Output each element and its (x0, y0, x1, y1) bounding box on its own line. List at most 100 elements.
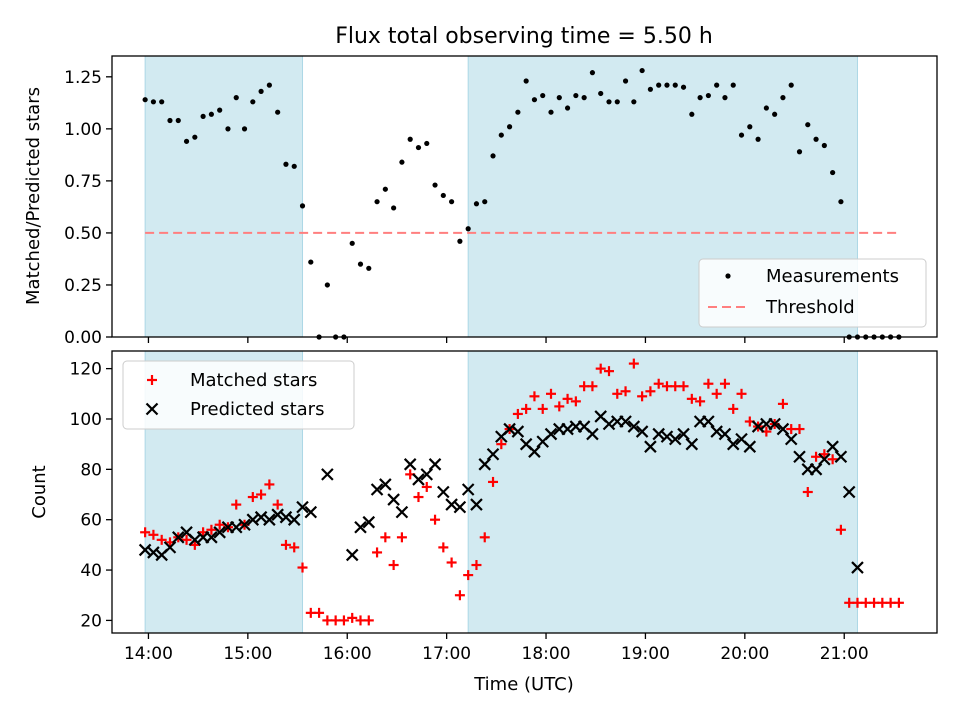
top-y-tick-label: 1.00 (64, 120, 102, 140)
matched-star-point (620, 386, 631, 397)
predicted-star-point (776, 422, 790, 436)
predicted-star-point (826, 440, 839, 453)
predicted-star-point (279, 510, 293, 524)
matched-star-point (686, 393, 697, 404)
measurement-point (266, 82, 272, 88)
measurement-point (399, 159, 405, 165)
matched-star-point (529, 391, 540, 402)
predicted-star-point (710, 425, 723, 438)
bottom-y-tick-label: 60 (80, 511, 102, 531)
matched-star-point (148, 529, 159, 540)
top-legend-box (698, 258, 927, 328)
measurement-point (357, 261, 364, 267)
measurement-point (813, 136, 819, 142)
measurement-point (432, 182, 438, 188)
bottom-axes: 20 40 60 80 100 120 14:00 15:00 16:00 17:00 18:00 1… (70, 350, 938, 664)
matched-star-point (297, 562, 308, 573)
measurement-point (573, 92, 579, 99)
predicted-star-point (370, 483, 384, 496)
top-panel: 0.00 0.25 0.50 0.75 1.00 1.25 Matched/Predict… (23, 55, 938, 348)
matched-star-point (430, 514, 441, 525)
predicted-star-point (188, 533, 202, 547)
matched-star-point (628, 358, 639, 369)
predicted-star-point (205, 531, 218, 544)
predicted-star-point (453, 500, 467, 514)
matched-star-point (554, 401, 565, 412)
measurement-point (159, 99, 165, 105)
measurement-point (482, 199, 488, 205)
legend-measurements-marker (725, 273, 731, 279)
measurement-point (473, 201, 480, 207)
matched-star-point (637, 391, 648, 402)
matched-star-point (570, 396, 581, 407)
measurement-point (167, 117, 173, 124)
measurement-point (680, 84, 687, 90)
predicted-star-point (345, 548, 359, 562)
matched-star-point (338, 615, 349, 626)
matched-star-point (289, 542, 300, 553)
top-observing-spans (144, 55, 858, 338)
bottom-observing-span-2 (467, 350, 858, 634)
measurement-point (391, 205, 397, 211)
measurement-point (200, 113, 206, 119)
predicted-star-point (403, 458, 417, 471)
matched-star-point (272, 499, 283, 510)
matched-star-point (264, 479, 275, 490)
predicted-star-point (147, 546, 160, 559)
top-axes: 0.00 0.25 0.50 0.75 1.00 1.25 (64, 55, 938, 348)
measurement-point (796, 149, 803, 155)
measurement-point (821, 142, 827, 149)
measurement-point (755, 136, 761, 142)
measurement-point (689, 111, 695, 117)
predicted-star-point (395, 505, 409, 519)
bottom-y-tick-label: 40 (80, 561, 102, 581)
measurement-point (366, 265, 372, 271)
x-tick-label: 18:00 (522, 644, 571, 664)
matched-star-point (363, 615, 374, 626)
matched-star-point (711, 388, 722, 399)
top-axes-frame (111, 55, 938, 338)
matched-star-point (421, 481, 432, 492)
measurement-point (175, 117, 181, 124)
top-y-tick-label: 0.25 (64, 276, 102, 296)
predicted-star-point (437, 485, 450, 499)
predicted-star-point (296, 500, 309, 514)
bottom-legend: Matched stars Predicted stars (122, 360, 355, 430)
predicted-star-point (544, 427, 558, 441)
matched-star-point (678, 381, 689, 392)
matched-star-point (380, 532, 391, 543)
predicted-star-point (668, 432, 682, 446)
top-y-tick-label: 0.50 (64, 224, 102, 244)
matched-star-point (794, 424, 805, 435)
measurement-point (225, 126, 231, 132)
measurement-point (780, 95, 786, 101)
predicted-star-point (412, 473, 425, 486)
measurement-point (449, 199, 455, 205)
matched-star-point (827, 454, 838, 465)
matched-star-point (471, 560, 482, 571)
measurement-point (614, 99, 620, 105)
matched-star-point (214, 519, 225, 530)
matched-star-point (247, 492, 258, 503)
measurement-point (233, 95, 239, 101)
measurement-point (556, 95, 562, 101)
predicted-star-point (428, 458, 442, 471)
predicted-star-point (702, 415, 715, 428)
figure-title: Flux total observing time = 5.50 h (335, 24, 713, 49)
measurement-point (299, 203, 306, 209)
predicted-star-point (809, 463, 823, 476)
measurement-point (540, 92, 546, 99)
measurement-point (515, 109, 521, 115)
bottom-y-tick-label: 100 (70, 410, 102, 430)
measurement-point (664, 82, 670, 88)
measurement-point (531, 97, 538, 103)
matched-star-point (562, 393, 573, 404)
measurement-point (763, 105, 769, 111)
matched-star-point (537, 403, 548, 414)
legend-predicted-marker (145, 402, 159, 416)
matched-star-point (736, 388, 747, 399)
legend-predicted-label: Predicted stars (190, 399, 324, 420)
measurement-point (747, 124, 753, 130)
measurement-point (589, 70, 596, 76)
